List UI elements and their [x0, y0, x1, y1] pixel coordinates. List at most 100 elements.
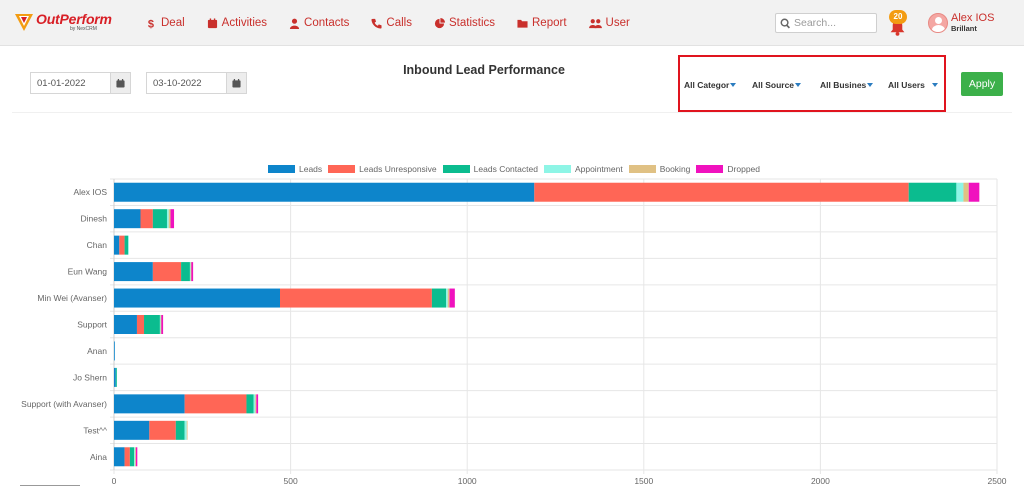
bar-segment[interactable]: [449, 288, 455, 308]
bar-segment[interactable]: [446, 288, 448, 308]
bar-segment[interactable]: [114, 341, 115, 361]
nav-item-deal[interactable]: $ Deal: [146, 17, 185, 29]
bar-segment[interactable]: [140, 209, 153, 229]
legend-item[interactable]: Booking: [628, 164, 691, 174]
notifications-button[interactable]: 20: [887, 10, 909, 38]
legend-swatch: [543, 165, 571, 173]
legend-label: Booking: [659, 164, 691, 174]
legend-item[interactable]: Leads Unresponsive: [328, 164, 437, 174]
bar-segment[interactable]: [170, 209, 175, 229]
source-dropdown[interactable]: All Source: [752, 80, 802, 90]
legend-item[interactable]: Leads Contacted: [442, 164, 538, 174]
bar-segment[interactable]: [114, 315, 137, 334]
nav-item-statistics[interactable]: Statistics: [434, 17, 495, 29]
bar-segment[interactable]: [144, 315, 160, 334]
bar-segment[interactable]: [114, 235, 120, 255]
bar-segment[interactable]: [114, 209, 141, 229]
bar-segment[interactable]: [160, 315, 162, 334]
bar-segment[interactable]: [184, 420, 187, 440]
bar-segment[interactable]: [256, 394, 259, 414]
y-tick-label: Eun Wang: [68, 267, 108, 277]
user-menu[interactable]: Alex IOS Brillant: [928, 13, 994, 33]
bar-segment[interactable]: [189, 262, 191, 282]
nav-item-report[interactable]: Report: [517, 17, 567, 29]
bar-segment[interactable]: [431, 288, 447, 308]
legend-label: Leads: [299, 164, 323, 174]
phone-icon: [371, 18, 382, 29]
bar-segment[interactable]: [152, 262, 182, 282]
bar-segment[interactable]: [128, 235, 129, 255]
calendar-icon: [207, 17, 217, 28]
bar-segment[interactable]: [129, 447, 135, 467]
bar-segment[interactable]: [168, 209, 171, 229]
bar-segment[interactable]: [534, 182, 909, 202]
bar-segment[interactable]: [184, 394, 247, 414]
nav-item-label: Contacts: [304, 17, 350, 29]
bar-segment[interactable]: [255, 394, 257, 414]
bar-segment[interactable]: [447, 288, 450, 308]
bar-segment[interactable]: [149, 420, 176, 440]
y-tick-label: Support (with Avanser): [21, 399, 107, 409]
search-box: [775, 13, 877, 33]
bar-segment[interactable]: [115, 367, 117, 387]
legend-item[interactable]: Leads: [268, 164, 322, 174]
bar-segment[interactable]: [124, 235, 129, 255]
legend-item[interactable]: Dropped: [696, 164, 760, 174]
bar-segment[interactable]: [190, 262, 192, 282]
y-tick-label: Alex IOS: [73, 187, 107, 197]
category-dropdown-label: All Categor: [684, 80, 730, 90]
bar-segment[interactable]: [134, 447, 136, 467]
nav-item-contacts[interactable]: Contacts: [289, 17, 349, 29]
brand-logo[interactable]: OutPerform by NexCRM: [14, 12, 112, 32]
bar-segment[interactable]: [114, 367, 116, 387]
bar-segment[interactable]: [166, 209, 169, 229]
bar-segment[interactable]: [186, 420, 188, 440]
chevron-down-icon: [795, 83, 802, 87]
apply-button[interactable]: Apply: [961, 72, 1003, 96]
end-date-input[interactable]: [146, 72, 226, 94]
bar-segment[interactable]: [152, 209, 167, 229]
bar-segment[interactable]: [159, 315, 161, 334]
bar-segment[interactable]: [135, 447, 138, 467]
bar-segment[interactable]: [161, 315, 164, 334]
bar-segment[interactable]: [114, 420, 150, 440]
bar-segment[interactable]: [124, 447, 130, 467]
legend-item[interactable]: Appointment: [543, 164, 623, 174]
bar-segment[interactable]: [280, 288, 432, 308]
bar-segment[interactable]: [114, 182, 535, 202]
end-date-calendar-button[interactable]: [226, 72, 247, 94]
users-dropdown[interactable]: All Users: [888, 80, 938, 90]
bar-segment[interactable]: [114, 447, 125, 467]
bar-segment[interactable]: [114, 262, 153, 282]
nav-item-calls[interactable]: Calls: [371, 17, 412, 29]
users-dropdown-label: All Users: [888, 80, 925, 90]
bar-segment[interactable]: [968, 182, 980, 202]
y-tick-label: Chan: [87, 240, 108, 250]
nav-item-user[interactable]: User: [588, 17, 630, 29]
bar-segment[interactable]: [119, 235, 125, 255]
x-tick-label: 1000: [458, 476, 477, 486]
search-input[interactable]: [794, 17, 874, 29]
bar-segment[interactable]: [246, 394, 254, 414]
bar-segment[interactable]: [956, 182, 964, 202]
search-icon[interactable]: [780, 18, 791, 29]
avatar: [928, 13, 948, 33]
bar-segment[interactable]: [963, 182, 969, 202]
bar-segment[interactable]: [175, 420, 185, 440]
start-date-calendar-button[interactable]: [110, 72, 131, 94]
category-dropdown[interactable]: All Categor: [684, 80, 737, 90]
business-dropdown[interactable]: All Busines: [820, 80, 874, 90]
y-tick-label: Jo Shern: [73, 372, 107, 382]
bar-segment[interactable]: [136, 315, 145, 334]
bar-segment[interactable]: [114, 288, 281, 308]
bar-segment[interactable]: [135, 447, 136, 467]
bar-segment[interactable]: [191, 262, 194, 282]
bar-segment[interactable]: [114, 394, 185, 414]
brand-name: OutPerform: [36, 11, 112, 27]
nav-item-activities[interactable]: Activities: [207, 17, 267, 29]
bar-segment[interactable]: [253, 394, 256, 414]
bar-segment[interactable]: [908, 182, 957, 202]
pie-chart-icon: [434, 17, 445, 28]
bar-segment[interactable]: [181, 262, 190, 282]
start-date-input[interactable]: [30, 72, 110, 94]
